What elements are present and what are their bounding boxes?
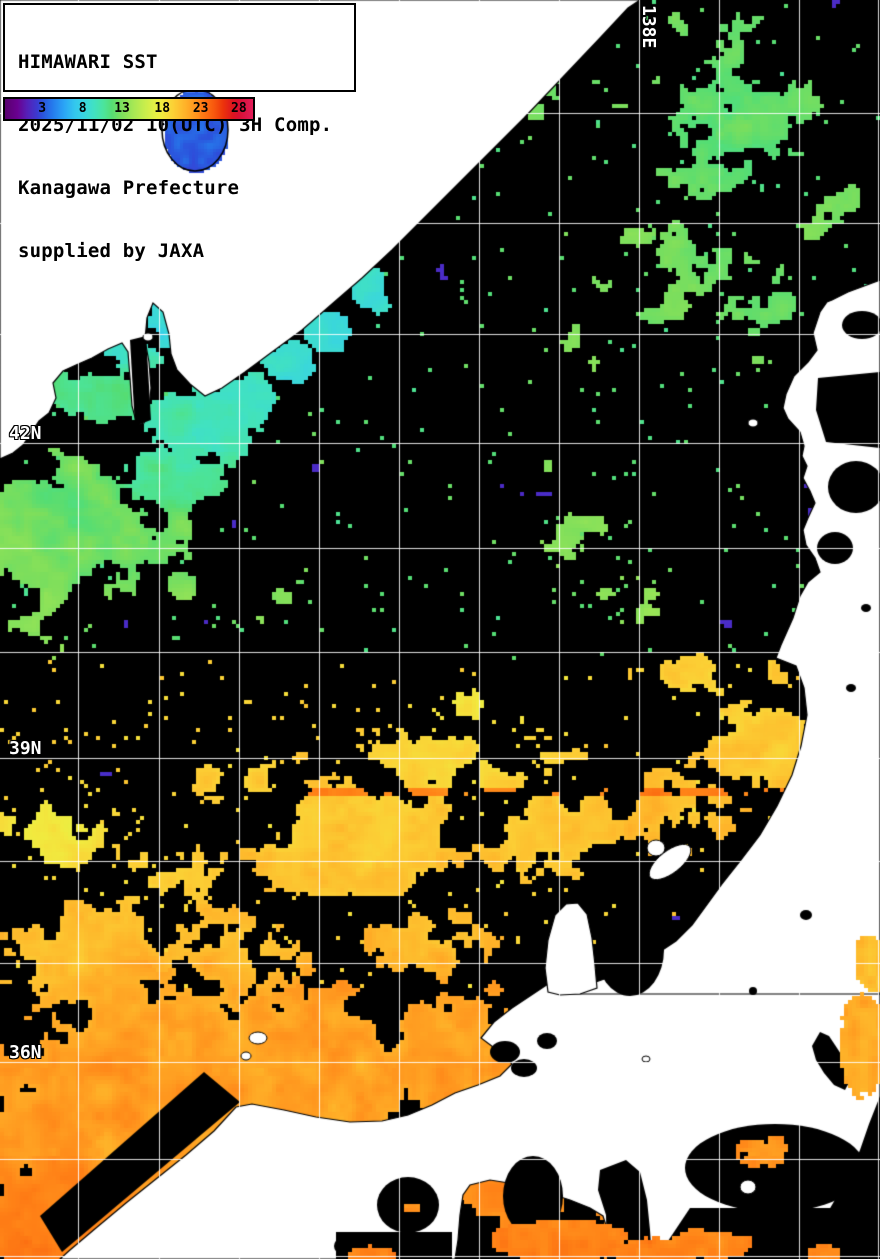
colorbar-tick-23: 23 [192,100,209,116]
title-product: HIMAWARI SST [18,51,158,73]
temperature-colorbar: 3 8 13 18 23 28 [3,97,255,121]
colorbar-tick-13: 13 [114,100,130,116]
title-box: HIMAWARI SST 2025/11/02 10(UTC) 3H Comp.… [3,3,356,262]
colorbar-tick-18: 18 [154,100,171,116]
title-attribution: supplied by JAXA [18,240,205,262]
colorbar-tick-8: 8 [78,100,87,116]
latitude-label-36n: 36N [9,1042,42,1063]
colorbar-tick-28: 28 [231,100,247,116]
latitude-label-42n: 42N [9,423,42,444]
longitude-label-138e: 138E [638,5,659,49]
latitude-label-39n: 39N [9,738,42,759]
colorbar-tick-3: 3 [38,100,47,116]
title-region: Kanagawa Prefecture [18,177,240,199]
